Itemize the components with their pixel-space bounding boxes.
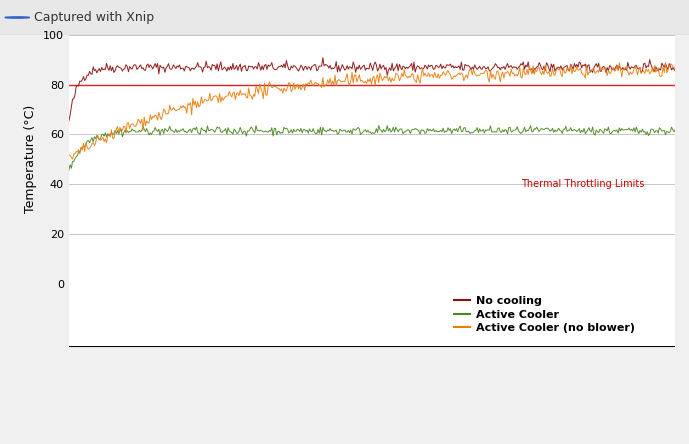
Text: Thermal Throttling Limits: Thermal Throttling Limits [521, 179, 644, 189]
Text: Captured with Xnip: Captured with Xnip [34, 11, 154, 24]
Y-axis label: Temperature (°C): Temperature (°C) [25, 105, 37, 214]
Legend: No cooling, Active Cooler, Active Cooler (no blower): No cooling, Active Cooler, Active Cooler… [449, 292, 639, 337]
Circle shape [5, 17, 30, 18]
